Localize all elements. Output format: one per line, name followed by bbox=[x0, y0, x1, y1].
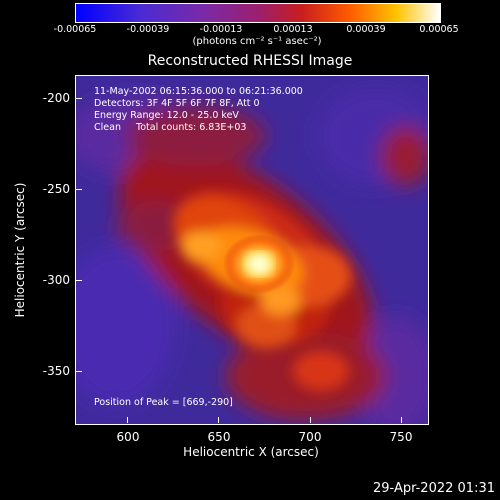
colorbar-tick: 0.00039 bbox=[346, 24, 386, 35]
y-tickmark bbox=[76, 98, 82, 99]
x-tickmark bbox=[218, 417, 219, 423]
colorbar-units: (photons cm⁻² s⁻¹ asec⁻²) bbox=[192, 36, 322, 47]
x-tick-label: 700 bbox=[298, 430, 322, 444]
colorbar bbox=[75, 3, 441, 23]
detectors-info: Detectors: 3F 4F 5F 6F 7F 8F, Att 0 bbox=[94, 98, 260, 109]
y-tick-label: -250 bbox=[42, 182, 70, 196]
x-axis-label: Heliocentric X (arcsec) bbox=[183, 445, 319, 459]
y-tickmark bbox=[76, 189, 82, 190]
y-tickmark bbox=[76, 371, 82, 372]
x-tick-label: 650 bbox=[207, 430, 231, 444]
x-tickmark bbox=[401, 417, 402, 423]
method-counts-info: Clean Total counts: 6.83E+03 bbox=[94, 122, 247, 133]
y-tick-label: -350 bbox=[42, 364, 70, 378]
colorbar-tick: 0.00065 bbox=[419, 24, 459, 35]
x-tickmark bbox=[310, 417, 311, 423]
y-tickmark bbox=[76, 280, 82, 281]
x-tickmark bbox=[127, 417, 128, 423]
rhessi-image bbox=[75, 75, 429, 425]
peak-position: Position of Peak = [669,-290] bbox=[94, 397, 233, 408]
y-tick-label: -200 bbox=[42, 91, 70, 105]
colorbar-tick: -0.00013 bbox=[199, 24, 243, 35]
colorbar-tick: -0.00065 bbox=[53, 24, 97, 35]
obs-time-range: 11-May-2002 06:15:36.000 to 06:21:36.000 bbox=[94, 86, 303, 97]
generation-timestamp: 29-Apr-2022 01:31 bbox=[373, 481, 495, 496]
colorbar-tick: 0.00013 bbox=[273, 24, 313, 35]
rhessi-image-canvas bbox=[76, 76, 428, 424]
x-tick-label: 600 bbox=[116, 430, 140, 444]
y-axis-label: Heliocentric Y (arcsec) bbox=[13, 182, 27, 318]
colorbar-tick: -0.00039 bbox=[126, 24, 170, 35]
y-tick-label: -300 bbox=[42, 273, 70, 287]
energy-range-info: Energy Range: 12.0 - 25.0 keV bbox=[94, 110, 239, 121]
image-title: Reconstructed RHESSI Image bbox=[147, 53, 353, 69]
x-tick-label: 750 bbox=[389, 430, 413, 444]
